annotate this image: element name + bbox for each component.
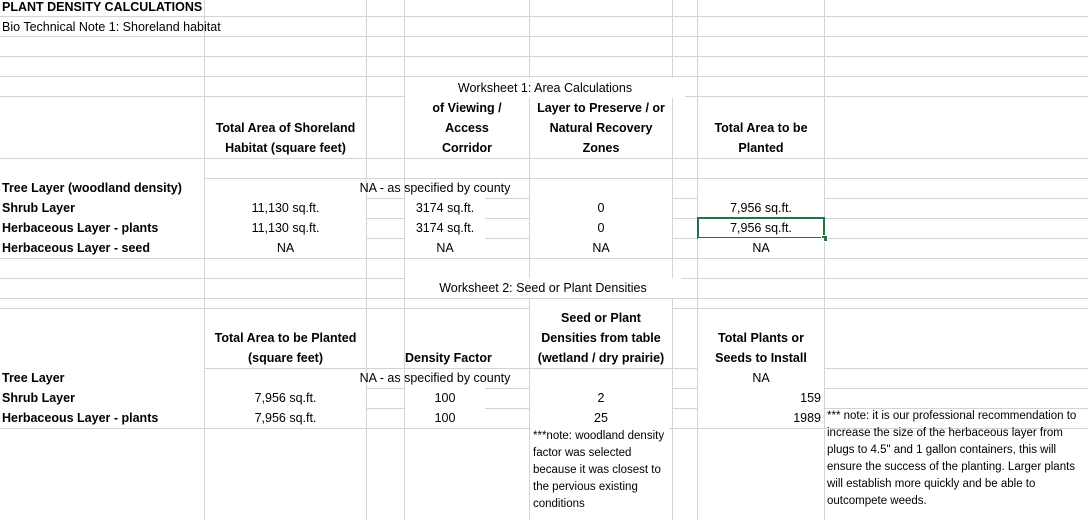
ws1-cell-preserve[interactable]: 0 [530,218,672,238]
ws2-cell-total[interactable]: 159 [698,388,824,408]
ws1-row-label[interactable]: Herbaceous Layer - plants [0,218,204,238]
ws1-row-label[interactable]: Shrub Layer [0,198,204,218]
grid-line [0,258,1088,259]
ws2-row-label[interactable]: Herbaceous Layer - plants [0,408,204,428]
ws2-cell-density[interactable]: 100 [405,388,485,408]
ws1-cell-total[interactable]: 11,130 sq.ft. [205,198,366,218]
ws1-header-preserve[interactable]: Layer to Preserve / or [530,98,672,118]
grid-line [0,178,1088,179]
ws2-cell-seed[interactable]: 2 [530,388,672,408]
ws1-cell-planted[interactable]: 7,956 sq.ft. [698,198,824,218]
grid-line [529,0,530,520]
professional-note[interactable]: *** note: it is our professional recomme… [827,410,1077,507]
ws2-header-total[interactable]: Total Plants or [698,328,824,348]
ws1-header-viewing[interactable]: of Viewing / [405,98,529,118]
sheet-title[interactable]: PLANT DENSITY CALCULATIONS [2,0,203,14]
ws2-cell-area[interactable]: 7,956 sq.ft. [205,408,366,428]
grid-line [0,76,1088,77]
ws1-row-label[interactable]: Tree Layer (woodland density) [0,178,204,198]
woodland-note[interactable]: ***note: woodland density factor was sel… [531,428,669,513]
sheet-subtitle[interactable]: Bio Technical Note 1: Shoreland habitat [2,20,221,34]
ws2-cell-area[interactable]: 7,956 sq.ft. [205,388,366,408]
ws1-row-label[interactable]: Herbaceous Layer - seed [0,238,204,258]
grid-line [0,16,1088,17]
ws1-header-total-area[interactable]: Habitat (square feet) [205,138,366,158]
ws2-cell-total[interactable]: 1989 [698,408,824,428]
ws1-cell-planted-selected[interactable]: 7,956 sq.ft. [697,217,825,239]
worksheet-2-title[interactable]: Worksheet 2: Seed or Plant Densities [405,278,681,298]
ws1-cell-preserve[interactable]: NA [530,238,672,258]
grid-line [0,56,1088,57]
grid-line [0,158,1088,159]
grid-line [0,368,1088,369]
ws2-cell-seed[interactable]: 25 [530,408,672,428]
ws2-header-seed[interactable]: Seed or Plant [530,308,672,328]
grid-line [0,298,1088,299]
ws1-cell-viewing[interactable]: 3174 sq.ft. [405,198,485,218]
ws1-cell-preserve[interactable]: 0 [530,198,672,218]
ws1-cell-viewing[interactable]: NA [405,238,485,258]
ws2-row-label[interactable]: Shrub Layer [0,388,204,408]
grid-line [824,0,825,520]
grid-line [404,0,405,520]
ws1-cell-total[interactable]: NA [205,238,366,258]
ws1-cell-total[interactable]: 11,130 sq.ft. [205,218,366,238]
ws2-header-seed[interactable]: Densities from table [530,328,672,348]
ws1-cell-planted[interactable]: NA [698,238,824,258]
ws1-header-viewing[interactable]: Access [405,118,529,138]
ws1-header-viewing[interactable]: Corridor [405,138,529,158]
ws2-header-area[interactable]: Total Area to be Planted [205,328,366,348]
ws2-cell-density[interactable]: 100 [405,408,485,428]
ws2-header-total[interactable]: Seeds to Install [698,348,824,368]
ws2-cell-total[interactable]: NA [698,368,824,388]
grid-line [204,0,205,520]
grid-line [366,0,367,520]
worksheet-1-title[interactable]: Worksheet 1: Area Calculations [405,78,685,98]
ws1-na-note[interactable]: NA - as specified by county [359,181,511,195]
ws2-header-density[interactable]: Density Factor [405,348,492,368]
ws2-header-seed[interactable]: (wetland / dry prairie) [530,348,672,368]
ws1-header-total-area[interactable]: Total Area of Shoreland [205,118,366,138]
ws1-header-preserve[interactable]: Natural Recovery [530,118,672,138]
ws2-na-note[interactable]: NA - as specified by county [359,371,511,385]
ws1-header-planted[interactable]: Total Area to be [698,118,824,138]
grid-line [697,0,698,520]
ws1-header-preserve[interactable]: Zones [530,138,672,158]
ws2-row-label[interactable]: Tree Layer [0,368,204,388]
ws1-header-planted[interactable]: Planted [698,138,824,158]
ws1-cell-viewing[interactable]: 3174 sq.ft. [405,218,485,238]
grid-line [0,36,1088,37]
grid-line [672,0,673,520]
ws2-header-area[interactable]: (square feet) [205,348,366,368]
